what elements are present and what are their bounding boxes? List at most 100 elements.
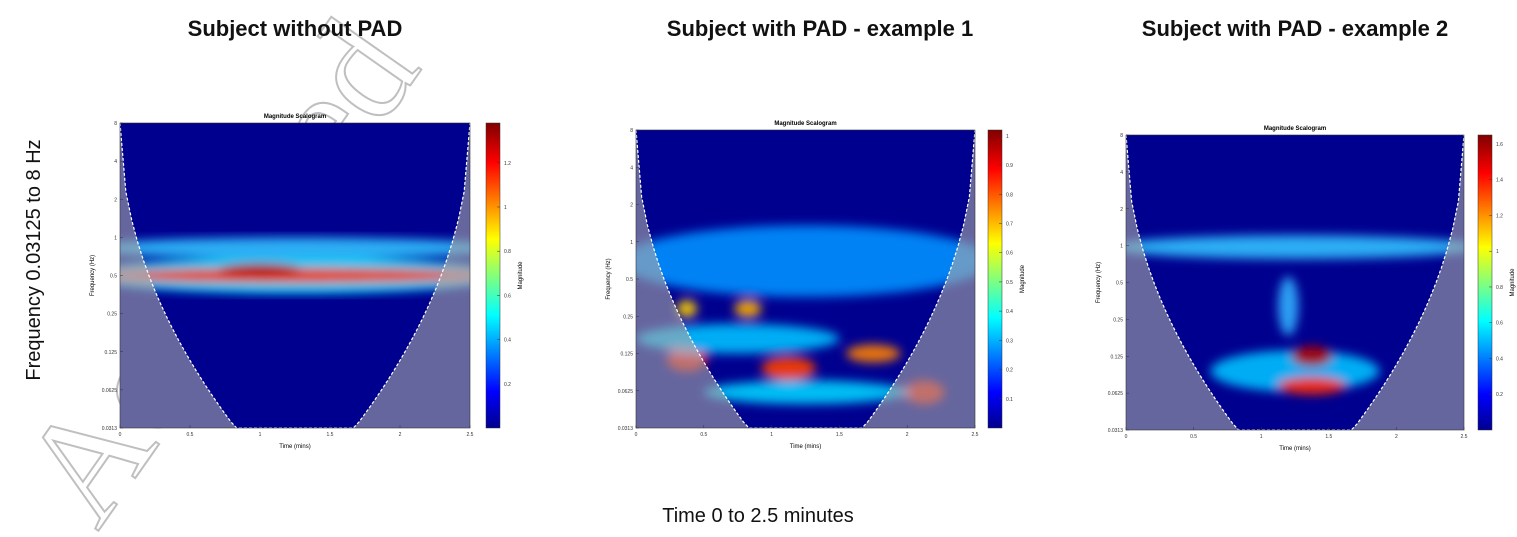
heatmap-blob bbox=[120, 267, 470, 284]
x-tick-label: 0 bbox=[1125, 434, 1128, 440]
y-tick-label: 4 bbox=[630, 165, 633, 171]
y-axis-label: Frequency (Hz) bbox=[606, 258, 612, 299]
colorbar-tick-label: 1 bbox=[504, 205, 507, 211]
colorbar-tick-label: 0.4 bbox=[1496, 356, 1503, 362]
y-tick-label: 8 bbox=[1120, 133, 1123, 139]
x-tick-label: 2.5 bbox=[972, 432, 979, 438]
heatmap-blob bbox=[1278, 376, 1346, 395]
heatmap-blobs bbox=[1126, 235, 1464, 395]
x-tick-label: 1.5 bbox=[1325, 434, 1332, 440]
colorbar-tick-label: 0.3 bbox=[1006, 338, 1013, 344]
heatmap-blob bbox=[846, 344, 901, 363]
x-tick-label: 1.5 bbox=[327, 432, 334, 438]
panel-heading: Subject with PAD - example 1 bbox=[667, 16, 973, 41]
y-tick-label: 0.25 bbox=[107, 312, 117, 318]
colorbar-label: Magnitude bbox=[518, 261, 524, 290]
heatmap-blob bbox=[218, 263, 302, 276]
x-tick-label: 0 bbox=[119, 432, 122, 438]
colorbar-tick-label: 0.2 bbox=[1496, 392, 1503, 398]
colorbar-tick-label: 0.4 bbox=[504, 338, 511, 344]
y-tick-label: 0.125 bbox=[1110, 354, 1123, 360]
y-tick-label: 0.0313 bbox=[1108, 428, 1124, 434]
panel-heading: Subject with PAD - example 2 bbox=[1142, 16, 1448, 41]
heatmap-blob bbox=[120, 237, 470, 259]
y-axis-label: Frequency (Hz) bbox=[90, 255, 96, 296]
heatmap-blob bbox=[1126, 235, 1464, 259]
heatmap-blob bbox=[676, 299, 698, 318]
x-tick-label: 2.5 bbox=[1461, 434, 1468, 440]
x-axis-label: Time (mins) bbox=[790, 444, 821, 450]
colorbar-tick-label: 0.9 bbox=[1006, 163, 1013, 169]
heatmap-blob bbox=[636, 225, 975, 297]
colorbar-tick-label: 0.6 bbox=[504, 293, 511, 299]
y-tick-label: 8 bbox=[114, 121, 117, 127]
y-tick-label: 0.125 bbox=[620, 352, 633, 358]
colorbar-label: Magnitude bbox=[1510, 268, 1516, 297]
colorbar-tick-label: 0.8 bbox=[1496, 285, 1503, 291]
cone-of-influence bbox=[120, 123, 470, 428]
y-tick-label: 0.0625 bbox=[102, 388, 118, 394]
x-tick-label: 1 bbox=[770, 432, 773, 438]
x-tick-label: 1 bbox=[1260, 434, 1263, 440]
cone-of-influence bbox=[636, 130, 975, 428]
x-tick-label: 0.5 bbox=[1190, 434, 1197, 440]
colorbar-tick-label: 0.1 bbox=[1006, 397, 1013, 403]
colorbar bbox=[1477, 134, 1493, 431]
colorbar-tick-label: 1.6 bbox=[1496, 142, 1503, 148]
x-tick-label: 2 bbox=[1395, 434, 1398, 440]
colorbar-tick-label: 1.2 bbox=[504, 161, 511, 167]
panel-heading: Subject without PAD bbox=[188, 16, 403, 41]
cone-of-influence bbox=[1126, 135, 1464, 430]
y-axis-label: Frequency (Hz) bbox=[1096, 262, 1102, 303]
y-tick-label: 1 bbox=[114, 235, 117, 241]
colorbar-tick-label: 0.2 bbox=[504, 382, 511, 388]
x-tick-label: 2 bbox=[906, 432, 909, 438]
y-tick-label: 4 bbox=[114, 159, 117, 165]
colorbar-tick-label: 0.6 bbox=[1496, 321, 1503, 327]
y-tick-label: 2 bbox=[114, 197, 117, 203]
heatmap-blobs bbox=[120, 237, 470, 294]
colorbar-tick-label: 0.6 bbox=[1006, 251, 1013, 257]
y-tick-label: 4 bbox=[1120, 170, 1123, 176]
colorbar-tick-label: 0.8 bbox=[504, 249, 511, 255]
heatmap bbox=[1126, 135, 1464, 430]
plot-title: Magnitude Scalogram bbox=[774, 121, 836, 127]
x-label: Time 0 to 2.5 minutes bbox=[662, 505, 854, 527]
heatmap-blob bbox=[761, 356, 816, 381]
y-tick-label: 0.0625 bbox=[1108, 391, 1124, 397]
cone-line bbox=[1126, 135, 1464, 430]
colorbar-tick-label: 0.4 bbox=[1006, 309, 1013, 315]
plot-title: Magnitude Scalogram bbox=[264, 114, 326, 120]
colorbar-tick-label: 0.8 bbox=[1006, 192, 1013, 198]
y-tick-label: 0.25 bbox=[1113, 317, 1123, 323]
heatmap bbox=[636, 130, 975, 428]
cone-line bbox=[636, 130, 975, 428]
heatmap-blob bbox=[734, 299, 762, 318]
y-tick-label: 1 bbox=[630, 240, 633, 246]
colorbar-label: Magnitude bbox=[1020, 264, 1026, 293]
colorbar-tick-label: 0.7 bbox=[1006, 221, 1013, 227]
y-tick-label: 2 bbox=[1120, 207, 1123, 213]
y-tick-label: 0.0313 bbox=[102, 426, 118, 432]
y-tick-label: 2 bbox=[630, 203, 633, 209]
colorbar-tick-label: 0.5 bbox=[1006, 280, 1013, 286]
y-tick-label: 8 bbox=[630, 128, 633, 134]
plot-title: Magnitude Scalogram bbox=[1264, 126, 1326, 132]
y-tick-label: 0.0313 bbox=[618, 426, 634, 432]
y-tick-label: 0.5 bbox=[110, 274, 117, 280]
y-tick-label: 0.5 bbox=[1116, 281, 1123, 287]
heatmap-blobs bbox=[636, 225, 975, 405]
x-tick-label: 2 bbox=[399, 432, 402, 438]
cone-line bbox=[120, 123, 470, 428]
x-tick-label: 1 bbox=[259, 432, 262, 438]
x-axis-label: Time (mins) bbox=[1279, 446, 1310, 452]
colorbar bbox=[987, 129, 1003, 429]
colorbar-tick-label: 0.2 bbox=[1006, 368, 1013, 374]
y-label: Frequency 0.03125 to 8 Hz bbox=[23, 139, 45, 380]
colorbar-tick-label: 1.4 bbox=[1496, 178, 1503, 184]
y-tick-label: 0.25 bbox=[623, 314, 633, 320]
x-tick-label: 0.5 bbox=[187, 432, 194, 438]
y-tick-label: 0.5 bbox=[626, 277, 633, 283]
colorbar-tick-label: 1 bbox=[1006, 134, 1009, 140]
colorbar-tick-label: 1 bbox=[1496, 249, 1499, 255]
